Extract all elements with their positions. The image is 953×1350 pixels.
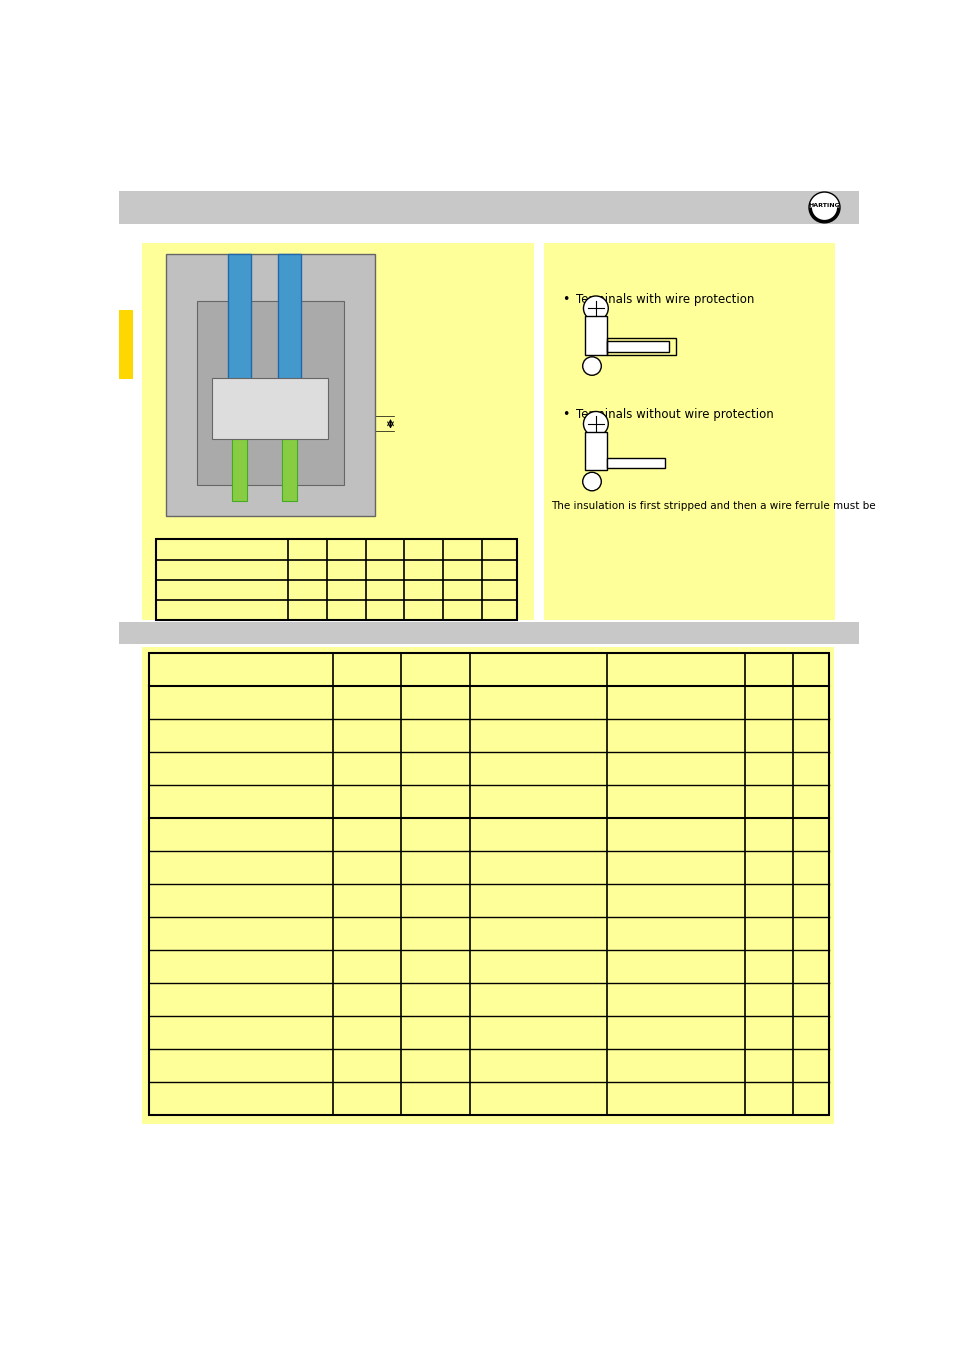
Text: Terminals without wire protection: Terminals without wire protection — [576, 409, 774, 421]
Bar — [149, 653, 828, 1115]
Bar — [166, 254, 375, 516]
Bar — [606, 342, 668, 352]
Text: •: • — [562, 409, 569, 421]
Bar — [278, 254, 301, 393]
Text: HARTING: HARTING — [808, 202, 840, 208]
Bar — [212, 378, 328, 439]
Text: •: • — [562, 293, 569, 306]
Bar — [584, 316, 606, 355]
Bar — [196, 301, 344, 486]
Circle shape — [583, 412, 608, 436]
Bar — [142, 647, 833, 1125]
Text: Terminals with wire protection: Terminals with wire protection — [576, 293, 754, 306]
Bar — [543, 243, 835, 620]
Circle shape — [583, 296, 608, 320]
Bar — [534, 243, 543, 620]
Bar — [282, 409, 297, 501]
Bar — [228, 254, 251, 393]
Bar — [232, 409, 247, 501]
Circle shape — [808, 192, 840, 223]
Circle shape — [582, 356, 600, 375]
Bar — [606, 459, 664, 467]
Text: The insulation is first stripped and then a wire ferrule must be: The insulation is first stripped and the… — [550, 501, 875, 510]
Bar — [142, 243, 534, 620]
Bar — [584, 432, 606, 470]
Bar — [156, 539, 517, 620]
Bar — [119, 192, 858, 224]
Circle shape — [582, 472, 600, 491]
Bar — [119, 310, 133, 379]
Bar — [119, 622, 858, 644]
Bar — [606, 339, 676, 355]
